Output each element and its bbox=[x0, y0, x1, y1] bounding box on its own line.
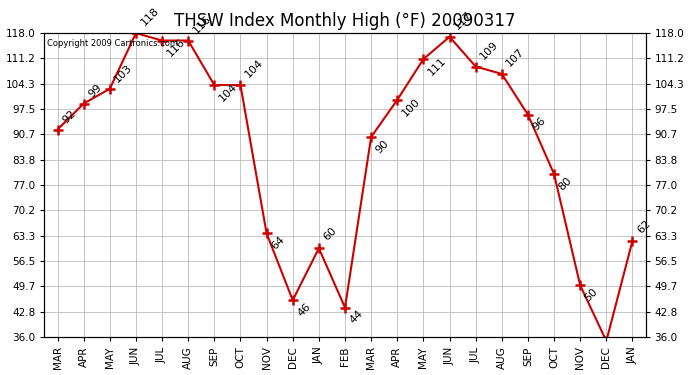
Text: 62: 62 bbox=[635, 218, 652, 235]
Text: 99: 99 bbox=[86, 82, 104, 99]
Text: 104: 104 bbox=[244, 57, 265, 80]
Text: Copyright 2009 Cartronics.com: Copyright 2009 Cartronics.com bbox=[48, 39, 179, 48]
Text: 35: 35 bbox=[0, 374, 1, 375]
Text: 111: 111 bbox=[426, 55, 448, 77]
Text: 118: 118 bbox=[139, 6, 161, 28]
Text: 50: 50 bbox=[583, 286, 600, 303]
Text: 104: 104 bbox=[217, 81, 239, 103]
Text: 109: 109 bbox=[478, 39, 500, 61]
Text: 80: 80 bbox=[557, 175, 574, 192]
Title: THSW Index Monthly High (°F) 20090317: THSW Index Monthly High (°F) 20090317 bbox=[175, 12, 515, 30]
Text: 100: 100 bbox=[400, 96, 422, 118]
Text: 117: 117 bbox=[453, 9, 474, 31]
Text: 96: 96 bbox=[531, 116, 548, 133]
Text: 64: 64 bbox=[269, 234, 286, 252]
Text: 44: 44 bbox=[348, 309, 365, 326]
Text: 116: 116 bbox=[191, 13, 213, 35]
Text: 60: 60 bbox=[322, 226, 339, 243]
Text: 90: 90 bbox=[374, 138, 391, 155]
Text: 107: 107 bbox=[504, 46, 526, 68]
Text: 46: 46 bbox=[295, 301, 313, 318]
Text: 116: 116 bbox=[165, 37, 187, 58]
Text: 92: 92 bbox=[60, 108, 77, 125]
Text: 103: 103 bbox=[112, 63, 135, 85]
